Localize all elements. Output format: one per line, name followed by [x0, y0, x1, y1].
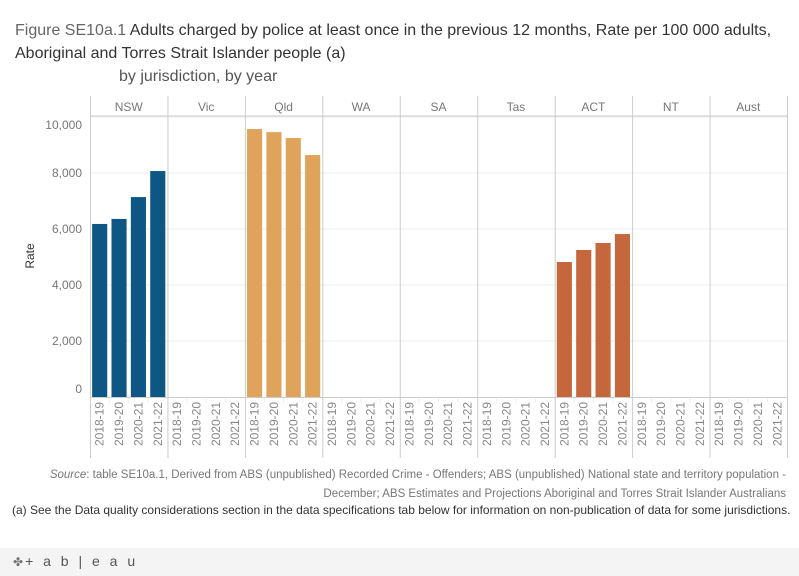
x-tick-label: 2018-19: [402, 402, 416, 446]
panel-tas: Tas 2018-19 2019-20 2020-21 2021-22: [477, 96, 552, 458]
x-tick-label: 2020-21: [286, 402, 300, 446]
x-tick-label: 2021-22: [306, 402, 320, 446]
y-tick-label: 2,000: [52, 334, 82, 348]
tableau-logo[interactable]: ✤ + a b | e a u: [13, 553, 138, 569]
bar[interactable]: [111, 218, 127, 397]
x-tick-label: 2021-22: [383, 402, 397, 446]
y-tick-label: 4,000: [52, 278, 82, 292]
panel-sa: SA 2018-19 2019-20 2020-21 2021-22: [399, 96, 475, 458]
x-tick-label: 2021-22: [770, 402, 784, 446]
panel-header-label: Qld: [274, 100, 293, 114]
bar[interactable]: [285, 138, 301, 397]
x-tick-label: 2020-21: [674, 402, 688, 446]
bar[interactable]: [556, 262, 572, 397]
panel-nt: NT 2018-19 2019-20 2020-21 2021-22: [632, 96, 707, 458]
bar[interactable]: [247, 129, 263, 398]
bar[interactable]: [130, 197, 146, 397]
x-tick-label: 2021-22: [228, 402, 242, 446]
source-text: : table SE10a.1, Derived from ABS (unpub…: [86, 469, 786, 500]
x-tick-label: 2019-20: [577, 402, 591, 446]
x-tick-label: 2019-20: [422, 402, 436, 446]
x-tick-label: 2018-19: [480, 402, 494, 446]
x-tick-label: 2018-19: [325, 402, 339, 446]
panel-header-label: WA: [352, 100, 371, 114]
chart-title: Figure SE10a.1 Adults charged by police …: [15, 19, 795, 88]
x-tick-label: 2019-20: [499, 402, 513, 446]
x-tick-label: 2019-20: [189, 402, 203, 446]
x-tick-label: 2020-21: [441, 402, 455, 446]
y-axis: 0 2,000 4,000 6,000 8,000 10,000: [45, 118, 82, 396]
x-tick-label: 2020-21: [751, 402, 765, 446]
x-tick-label: 2021-22: [538, 402, 552, 446]
x-tick-label: 2018-19: [170, 402, 184, 446]
panel-act: ACT 2018-19 2019-20 2020-21 2021-22: [554, 96, 630, 458]
x-tick-label: 2021-22: [693, 402, 707, 446]
source-note: Source: table SE10a.1, Derived from ABS …: [26, 466, 786, 504]
tableau-logo-text: + a b | e a u: [25, 553, 139, 569]
x-tick-label: 2021-22: [615, 402, 629, 446]
panel-header-label: Vic: [198, 100, 214, 114]
bar[interactable]: [614, 234, 630, 397]
bar[interactable]: [92, 223, 108, 397]
title-main: Adults charged by police at least once i…: [15, 22, 772, 62]
x-tick-label: 2018-19: [557, 402, 571, 446]
panel-nsw: NSW 2018-19 2019-20 2020-21 2021-22: [90, 96, 166, 458]
x-tick-label: 2018-19: [712, 402, 726, 446]
y-axis-label: Rate: [23, 243, 37, 269]
bar[interactable]: [305, 155, 321, 397]
bar[interactable]: [576, 250, 592, 397]
x-tick-label: 2018-19: [248, 402, 262, 446]
panel-header-label: NSW: [115, 100, 144, 114]
y-tick-label: 10,000: [45, 118, 82, 132]
panel-wa: WA 2018-19 2019-20 2020-21 2021-22: [322, 96, 397, 458]
bar[interactable]: [150, 171, 166, 397]
x-tick-label: 2020-21: [364, 402, 378, 446]
panel-vic: Vic 2018-19 2019-20 2020-21 2021-22: [167, 96, 242, 458]
x-tick-label: 2018-19: [635, 402, 649, 446]
y-tick-label: 0: [75, 382, 82, 396]
tableau-logo-icon: ✤: [13, 555, 24, 569]
chart-subtitle: by jurisdiction, by year: [119, 68, 278, 85]
footnote: (a) See the Data quality considerations …: [12, 503, 791, 517]
panel-header-label: Aust: [736, 100, 761, 114]
bar[interactable]: [595, 243, 611, 397]
figure-number: Figure SE10a.1: [15, 22, 127, 39]
x-tick-label: 2019-20: [112, 402, 126, 446]
y-tick-label: 6,000: [52, 222, 82, 236]
x-tick-label: 2020-21: [596, 402, 610, 446]
x-tick-label: 2019-20: [732, 402, 746, 446]
panel-aust: Aust 2018-19 2019-20 2020-21 2021-22: [709, 96, 788, 458]
panel-header-label: ACT: [581, 100, 606, 114]
x-tick-label: 2019-20: [344, 402, 358, 446]
x-tick-label: 2020-21: [209, 402, 223, 446]
source-label: Source: [49, 469, 87, 481]
panel-header-label: NT: [663, 100, 680, 114]
x-tick-label: 2020-21: [519, 402, 533, 446]
panel-header-label: SA: [430, 100, 446, 114]
tableau-footer: ✤ + a b | e a u: [0, 548, 799, 576]
bar[interactable]: [266, 132, 282, 397]
y-tick-label: 8,000: [52, 166, 82, 180]
panel-qld: Qld 2018-19 2019-20 2020-21 2021-22: [244, 96, 321, 458]
x-tick-label: 2019-20: [654, 402, 668, 446]
x-tick-label: 2021-22: [461, 402, 475, 446]
gridlines: [90, 116, 787, 342]
x-tick-label: 2020-21: [131, 402, 145, 446]
bar-chart: NSW 2018-19 2019-20 2020-21 2021-22 Vic 2018-1…: [23, 96, 788, 458]
x-tick-label: 2021-22: [151, 402, 165, 446]
x-tick-label: 2018-19: [93, 402, 107, 446]
x-tick-label: 2019-20: [267, 402, 281, 446]
panels: NSW 2018-19 2019-20 2020-21 2021-22 Vic 2018-1…: [90, 96, 788, 458]
panel-header-label: Tas: [507, 100, 526, 114]
